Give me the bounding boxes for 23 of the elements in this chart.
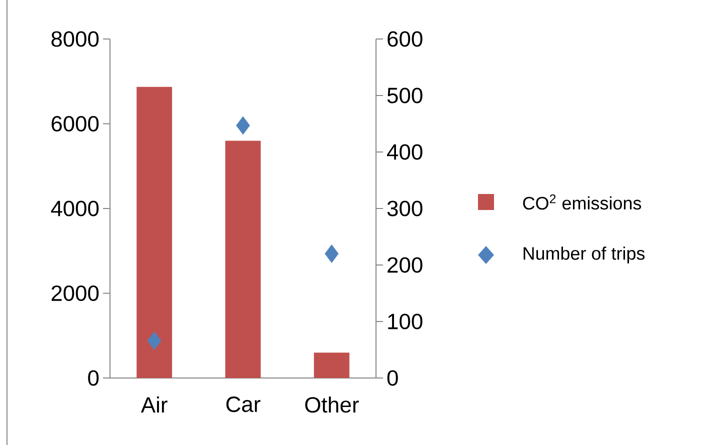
point: [236, 116, 250, 135]
bar: [225, 140, 261, 378]
y-tick-label: 8000: [51, 31, 99, 47]
y2-tick-label: 500: [387, 88, 422, 104]
x-tick-label: Other: [305, 396, 359, 413]
point: [147, 332, 162, 350]
y2-tick-label: 200: [388, 257, 422, 273]
bar: [136, 86, 172, 378]
y2-tick-label: 0: [387, 370, 398, 386]
y-tick-label: 2000: [52, 285, 99, 302]
y2-tick-label: 300: [387, 200, 422, 216]
y-tick-label: 6000: [52, 116, 99, 132]
legend-label: Number of trips: [524, 246, 645, 264]
y2-tick-label: 100: [388, 314, 422, 330]
legend-label: CO$^{2}$ emissions: [523, 194, 642, 210]
y-tick-label: 0: [88, 370, 99, 386]
y-tick-label: 4000: [51, 200, 99, 216]
x-tick-label: Air: [140, 396, 168, 412]
point: [324, 244, 339, 263]
x-tick-label: Car: [226, 396, 260, 412]
y2-tick-label: 600: [388, 31, 422, 47]
bar: [314, 352, 350, 378]
y2-tick-label: 400: [387, 144, 422, 160]
